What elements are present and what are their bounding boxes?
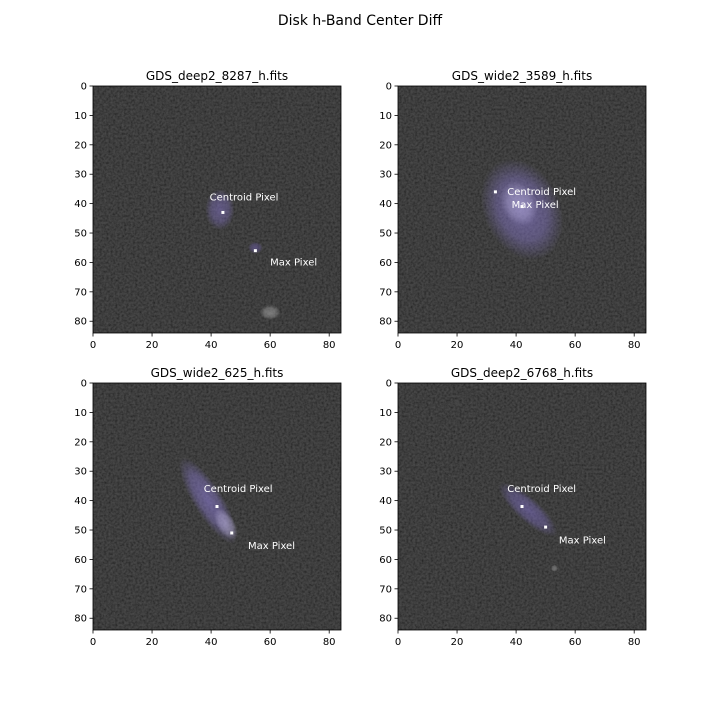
x-tick-label: 80 [323,340,336,351]
max-marker [493,190,497,194]
galaxy-blob [259,305,281,320]
x-tick-label: 20 [451,340,464,351]
y-tick-label: 40 [74,496,87,507]
y-tick-label: 10 [379,408,392,419]
x-tick-label: 80 [323,637,336,648]
y-tick-label: 10 [74,111,87,122]
y-tick-label: 30 [74,170,87,181]
x-tick-label: 80 [628,340,641,351]
y-tick-label: 70 [379,584,392,595]
y-tick-label: 0 [386,82,392,93]
y-tick-label: 60 [74,555,87,566]
panel-1: Centroid Pixel Max Pixel GDS_deep2_8287_h.… [74,69,342,351]
y-tick-label: 20 [74,140,87,151]
panel-4: Centroid Pixel Max Pixel GDS_deep2_6768_h.… [379,366,647,648]
x-tick-label: 60 [569,637,582,648]
centroid-marker [221,210,225,214]
x-tick-label: 40 [205,637,218,648]
galaxy-blob [205,188,235,231]
centroid-marker [520,505,524,508]
x-tick-label: 80 [628,637,641,648]
y-tick-label: 80 [379,317,392,328]
panel-3: Centroid Pixel Max Pixel GDS_wide2_625_h.f… [74,366,342,648]
x-tick-label: 20 [146,340,159,351]
y-tick-label: 70 [379,287,392,298]
axes-frame [397,85,647,334]
max-label: Max Pixel [512,200,559,211]
y-tick-label: 0 [81,379,87,390]
centroid-marker [215,505,219,508]
x-tick-label: 40 [510,340,523,351]
centroid-label: Centroid Pixel [210,193,279,204]
image-area [398,86,646,333]
max-marker [230,531,234,535]
x-tick-label: 0 [90,340,96,351]
x-tick-label: 20 [451,637,464,648]
panel-title: GDS_deep2_8287_h.fits [146,69,288,83]
y-tick-label: 40 [74,199,87,210]
x-tick-label: 40 [205,340,218,351]
figure-title: Disk h-Band Center Diff [278,13,443,29]
y-tick-label: 70 [74,584,87,595]
y-tick-label: 80 [74,614,87,625]
axes-frame [92,382,342,631]
y-tick-label: 30 [379,170,392,181]
y-tick-label: 20 [74,437,87,448]
y-tick-label: 50 [379,526,392,537]
panel-title: GDS_deep2_6768_h.fits [451,366,593,380]
y-tick-label: 40 [379,496,392,507]
max-marker [253,249,257,253]
centroid-marker [520,205,524,209]
y-tick-label: 0 [386,379,392,390]
x-tick-label: 0 [90,637,96,648]
y-tick-label: 30 [379,467,392,478]
max-label: Max Pixel [270,257,317,268]
centroid-label: Centroid Pixel [507,187,576,198]
y-tick-label: 10 [74,408,87,419]
y-tick-label: 60 [74,258,87,269]
max-marker [544,525,548,529]
y-tick-label: 60 [379,258,392,269]
y-tick-label: 40 [379,199,392,210]
y-tick-label: 30 [74,467,87,478]
centroid-label: Centroid Pixel [204,484,273,495]
y-tick-label: 60 [379,555,392,566]
max-label: Max Pixel [248,541,295,552]
y-tick-label: 70 [74,287,87,298]
galaxy-blob [550,564,559,572]
x-tick-label: 0 [395,637,401,648]
galaxy-blob [248,241,263,254]
y-tick-label: 80 [379,614,392,625]
x-tick-label: 0 [395,340,401,351]
x-tick-label: 60 [264,637,277,648]
panel-title: GDS_wide2_625_h.fits [151,366,284,380]
y-tick-label: 80 [74,317,87,328]
x-tick-label: 60 [569,340,582,351]
y-tick-label: 0 [81,82,87,93]
y-tick-label: 50 [379,229,392,240]
galaxy-blob [454,400,460,407]
y-tick-label: 20 [379,437,392,448]
panel-title: GDS_wide2_3589_h.fits [452,69,592,83]
image-area [93,86,341,333]
max-label: Max Pixel [559,535,606,546]
y-tick-label: 50 [74,229,87,240]
x-tick-label: 60 [264,340,277,351]
axes-frame [92,85,342,334]
panel-2: Centroid Pixel Max Pixel GDS_wide2_3589_h.… [379,69,647,351]
y-tick-label: 50 [74,526,87,537]
galaxy-blob [500,181,538,227]
y-tick-label: 10 [379,111,392,122]
x-tick-label: 20 [146,637,159,648]
axes-frame [397,382,647,631]
centroid-label: Centroid Pixel [507,484,576,495]
y-tick-label: 20 [379,140,392,151]
x-tick-label: 40 [510,637,523,648]
galaxy-blob [498,482,558,537]
